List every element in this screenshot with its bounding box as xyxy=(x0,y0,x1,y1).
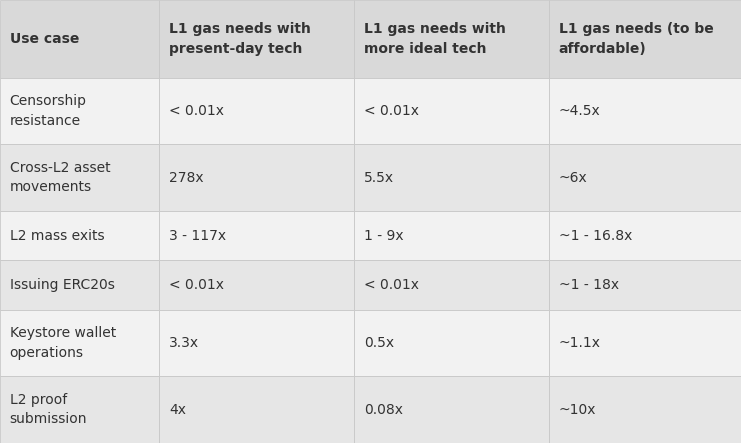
Bar xyxy=(549,376,741,443)
Text: < 0.01x: < 0.01x xyxy=(169,104,224,118)
Bar xyxy=(159,144,354,211)
Text: 0.08x: 0.08x xyxy=(364,403,403,416)
Bar xyxy=(0,78,159,144)
Text: 0.5x: 0.5x xyxy=(364,336,394,350)
Text: < 0.01x: < 0.01x xyxy=(364,278,419,292)
Bar xyxy=(159,211,354,260)
Text: 3 - 117x: 3 - 117x xyxy=(169,229,226,243)
Text: ~1.1x: ~1.1x xyxy=(559,336,601,350)
Bar xyxy=(159,0,354,78)
Text: L1 gas needs with
more ideal tech: L1 gas needs with more ideal tech xyxy=(364,22,505,55)
Bar xyxy=(354,310,549,376)
Text: Cross-L2 asset
movements: Cross-L2 asset movements xyxy=(10,161,110,194)
Text: Use case: Use case xyxy=(10,32,79,46)
Bar xyxy=(549,260,741,310)
Bar xyxy=(354,0,549,78)
Bar xyxy=(354,376,549,443)
Text: ~4.5x: ~4.5x xyxy=(559,104,600,118)
Bar xyxy=(0,260,159,310)
Bar xyxy=(354,211,549,260)
Bar xyxy=(354,78,549,144)
Text: L2 proof
submission: L2 proof submission xyxy=(10,393,87,426)
Text: L1 gas needs (to be
affordable): L1 gas needs (to be affordable) xyxy=(559,22,714,55)
Bar xyxy=(0,376,159,443)
Bar xyxy=(159,78,354,144)
Bar xyxy=(354,144,549,211)
Text: 3.3x: 3.3x xyxy=(169,336,199,350)
Text: L1 gas needs with
present-day tech: L1 gas needs with present-day tech xyxy=(169,22,310,55)
Bar xyxy=(0,0,159,78)
Text: < 0.01x: < 0.01x xyxy=(364,104,419,118)
Text: L2 mass exits: L2 mass exits xyxy=(10,229,104,243)
Bar xyxy=(159,310,354,376)
Bar xyxy=(549,0,741,78)
Text: < 0.01x: < 0.01x xyxy=(169,278,224,292)
Bar xyxy=(549,211,741,260)
Text: Keystore wallet
operations: Keystore wallet operations xyxy=(10,326,116,360)
Bar xyxy=(549,144,741,211)
Bar xyxy=(0,144,159,211)
Text: 5.5x: 5.5x xyxy=(364,171,394,185)
Bar xyxy=(549,78,741,144)
Bar xyxy=(159,376,354,443)
Text: ~10x: ~10x xyxy=(559,403,597,416)
Bar xyxy=(354,260,549,310)
Text: Censorship
resistance: Censorship resistance xyxy=(10,94,87,128)
Text: Issuing ERC20s: Issuing ERC20s xyxy=(10,278,115,292)
Text: ~6x: ~6x xyxy=(559,171,588,185)
Text: ~1 - 18x: ~1 - 18x xyxy=(559,278,619,292)
Bar xyxy=(159,260,354,310)
Text: 278x: 278x xyxy=(169,171,204,185)
Bar xyxy=(0,211,159,260)
Text: ~1 - 16.8x: ~1 - 16.8x xyxy=(559,229,632,243)
Text: 1 - 9x: 1 - 9x xyxy=(364,229,403,243)
Text: 4x: 4x xyxy=(169,403,186,416)
Bar xyxy=(0,310,159,376)
Bar xyxy=(549,310,741,376)
